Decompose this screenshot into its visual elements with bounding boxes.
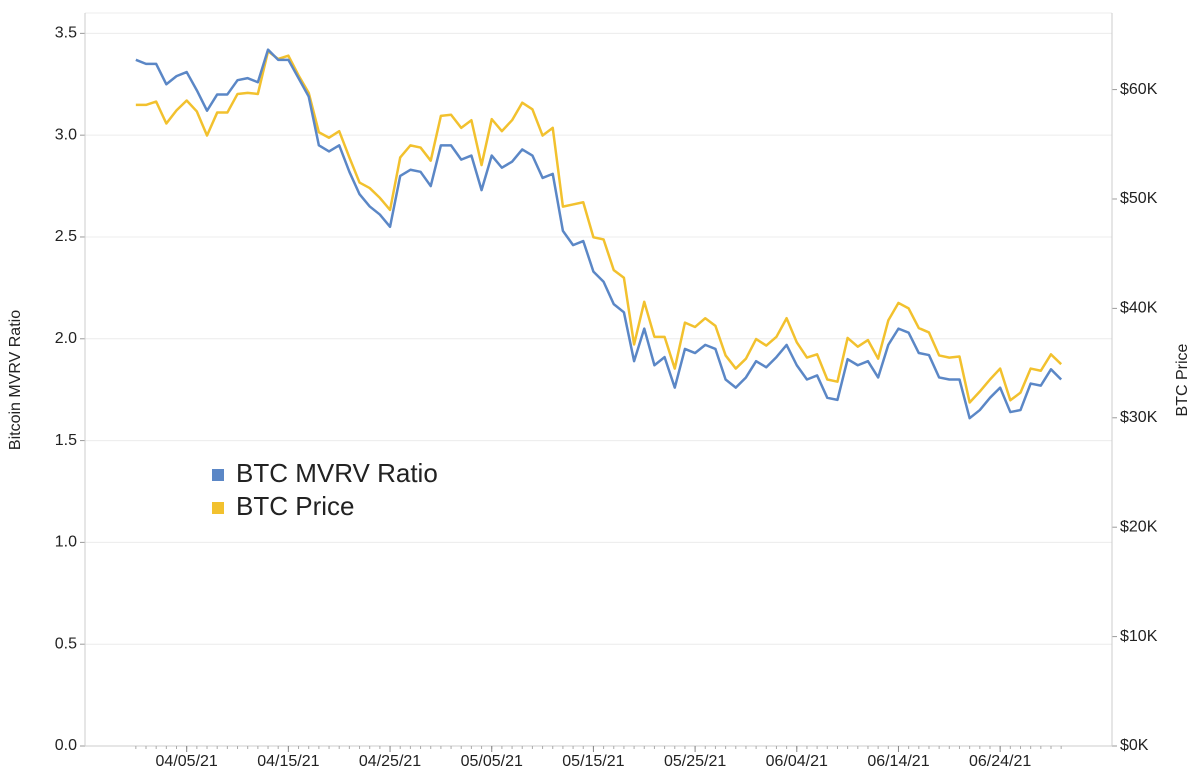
- x-tick-label: 04/25/21: [359, 753, 421, 770]
- y-tick-label: 0.0: [55, 737, 77, 754]
- y-tick-label: 3.5: [55, 25, 77, 42]
- x-tick-label: 05/25/21: [664, 753, 726, 770]
- x-tick-label: 05/05/21: [461, 753, 523, 770]
- y2-tick-label: $10K: [1120, 628, 1158, 645]
- series-line: [135, 50, 1063, 404]
- y2-tick-label: $40K: [1120, 300, 1158, 317]
- y-tick-label: 1.0: [55, 534, 77, 551]
- legend-label: BTC MVRV Ratio: [236, 458, 438, 488]
- y-tick-label: 2.0: [55, 330, 77, 347]
- y2-tick-label: $0K: [1120, 737, 1149, 754]
- legend-label: BTC Price: [236, 491, 354, 521]
- y2-tick-label: $30K: [1120, 409, 1158, 426]
- y-tick-label: 2.5: [55, 228, 77, 245]
- y-axis-title: Bitcoin MVRV Ratio: [7, 310, 24, 450]
- x-tick-label: 06/24/21: [969, 753, 1031, 770]
- x-tick-label: 06/04/21: [766, 753, 828, 770]
- x-tick-label: 04/15/21: [257, 753, 319, 770]
- y-tick-label: 3.0: [55, 126, 77, 143]
- x-tick-label: 06/14/21: [867, 753, 929, 770]
- legend-swatch: [212, 469, 224, 481]
- legend-swatch: [212, 502, 224, 514]
- series-line: [135, 48, 1063, 420]
- y-tick-label: 1.5: [55, 432, 77, 449]
- x-tick-label: 05/15/21: [562, 753, 624, 770]
- x-tick-label: 04/05/21: [156, 753, 218, 770]
- y2-tick-label: $50K: [1120, 190, 1158, 207]
- y2-tick-label: $20K: [1120, 518, 1158, 535]
- y2-tick-label: $60K: [1120, 81, 1158, 98]
- y2-axis-title: BTC Price: [1174, 343, 1191, 416]
- y-tick-label: 0.5: [55, 635, 77, 652]
